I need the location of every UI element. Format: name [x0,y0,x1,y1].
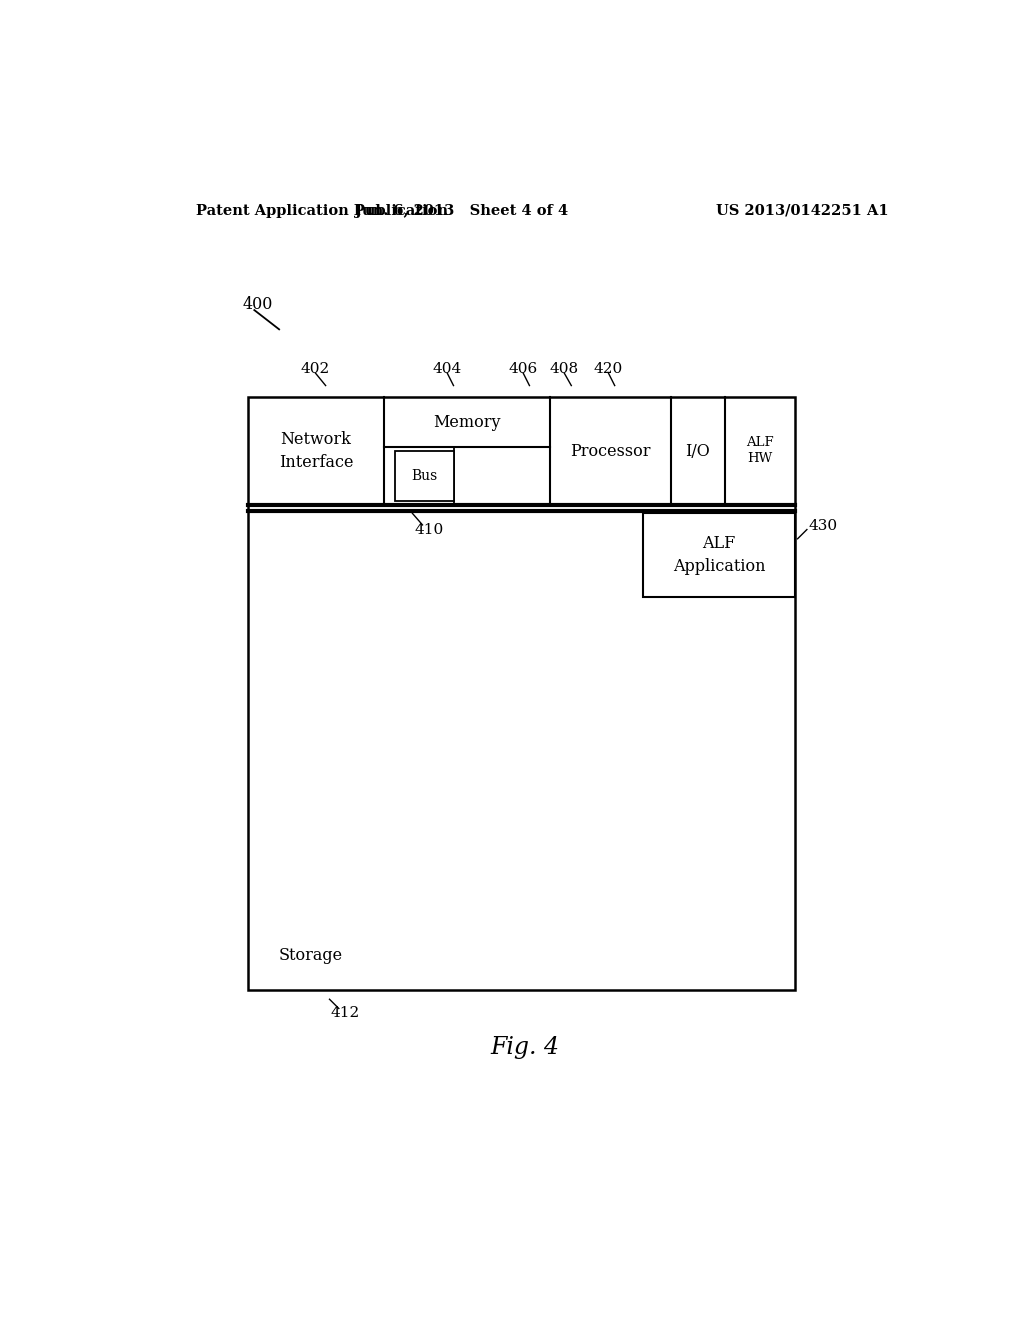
Text: US 2013/0142251 A1: US 2013/0142251 A1 [716,203,889,218]
Text: Jun. 6, 2013   Sheet 4 of 4: Jun. 6, 2013 Sheet 4 of 4 [354,203,568,218]
Bar [248,506,795,990]
Text: I/O: I/O [685,442,710,459]
Bar [248,397,795,506]
Text: Bus: Bus [412,469,437,483]
Text: 402: 402 [301,362,330,376]
Text: Processor: Processor [570,442,650,459]
Text: ALF
HW: ALF HW [745,437,773,466]
Text: 410: 410 [414,523,443,536]
Text: 412: 412 [331,1006,359,1020]
Text: Patent Application Publication: Patent Application Publication [197,203,449,218]
Text: Memory: Memory [433,413,501,430]
Text: Fig. 4: Fig. 4 [490,1036,559,1059]
Text: ALF
Application: ALF Application [673,535,765,576]
Text: Network
Interface: Network Interface [279,430,353,471]
Text: 408: 408 [550,362,579,376]
Text: 420: 420 [594,362,624,376]
Bar [395,451,454,502]
Bar [643,512,795,598]
Text: 404: 404 [433,362,462,376]
Text: 430: 430 [809,520,838,533]
Text: 400: 400 [243,296,273,313]
Text: 406: 406 [509,362,538,376]
Text: Storage: Storage [280,946,343,964]
